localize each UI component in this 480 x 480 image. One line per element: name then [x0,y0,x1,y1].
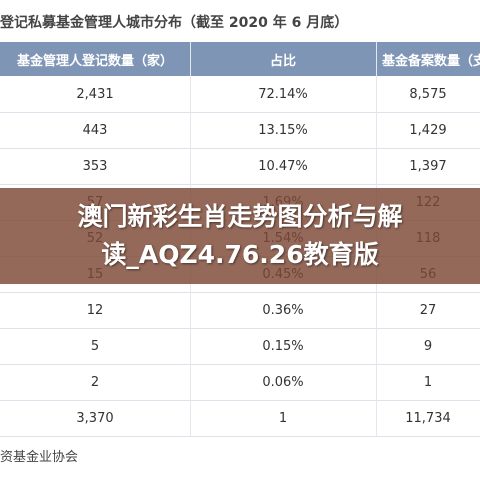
table-cell: 11,734 [405,410,451,426]
table-cell: 27 [419,302,437,318]
table-cell: 1,397 [409,158,447,174]
table-cell: 0.15% [190,328,377,364]
table-cell: 2 [0,364,191,400]
column-header: 基金备案数量（支 [382,53,480,69]
table-cell: 2,431 [0,76,191,112]
table-cell: 3,370 [0,400,191,436]
table-cell: 353 [0,148,191,184]
table-cell: 10.47% [190,148,377,184]
table-cell: 1 [190,400,377,436]
overlay-text: 读_AQZ4.76.26教育版 [101,240,379,269]
table-cell: 12 [0,292,191,328]
source-note: 资基金业协会 [0,450,79,465]
table-row: 2,431 72.14% 8,575 [0,76,480,113]
table-row: 5 0.15% 9 [0,328,480,365]
table-title: 登记私募基金管理人城市分布（截至 2020 年 6 月底） [0,15,349,31]
header-row: 基金管理人登记数量（家） 占比 基金备案数量（支 [0,42,480,76]
table-cell: 0.36% [190,292,377,328]
table-cell: 0.06% [190,364,377,400]
table-row: 3,370 1 11,734 [0,400,480,437]
table-row: 443 13.15% 1,429 [0,112,480,149]
table-cell: 443 [0,112,191,148]
table-cell: 1 [423,374,433,390]
table-cell: 1,429 [409,122,447,138]
table-row: 12 0.36% 27 [0,292,480,329]
table-cell: 13.15% [190,112,377,148]
column-header: 占比 [190,42,377,76]
table-row: 2 0.06% 1 [0,364,480,401]
table-cell: 9 [423,338,433,354]
table-cell: 5 [0,328,191,364]
overlay-banner: 澳门新彩生肖走势图分析与解 读_AQZ4.76.26教育版 [0,188,480,284]
table-row: 353 10.47% 1,397 [0,148,480,185]
overlay-text: 澳门新彩生肖走势图分析与解 [77,202,403,231]
table-cell: 72.14% [190,76,377,112]
table-cell: 8,575 [409,86,447,102]
column-header: 基金管理人登记数量（家） [0,42,191,76]
